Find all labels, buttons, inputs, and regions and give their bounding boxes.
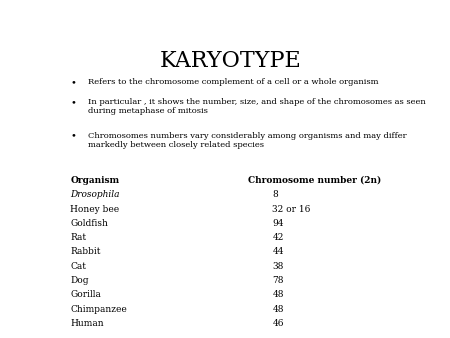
Text: •: •	[70, 132, 76, 141]
Text: Organism: Organism	[70, 176, 119, 185]
Text: Honey bee: Honey bee	[70, 204, 119, 214]
Text: 78: 78	[273, 276, 284, 285]
Text: 48: 48	[273, 305, 284, 314]
Text: 42: 42	[273, 233, 284, 242]
Text: Chimpanzee: Chimpanzee	[70, 305, 127, 314]
Text: Chromosomes numbers vary considerably among organisms and may differ
markedly be: Chromosomes numbers vary considerably am…	[88, 132, 406, 149]
Text: KARYOTYPE: KARYOTYPE	[160, 50, 302, 72]
Text: Dog: Dog	[70, 276, 89, 285]
Text: •: •	[70, 98, 76, 107]
Text: 44: 44	[273, 247, 284, 257]
Text: Chromosome number (2n): Chromosome number (2n)	[248, 176, 381, 185]
Text: Rabbit: Rabbit	[70, 247, 101, 257]
Text: 48: 48	[273, 290, 284, 299]
Text: 38: 38	[273, 262, 284, 271]
Text: 8: 8	[273, 190, 278, 199]
Text: •: •	[70, 78, 76, 87]
Text: 32 or 16: 32 or 16	[273, 204, 311, 214]
Text: 46: 46	[273, 319, 284, 328]
Text: Rat: Rat	[70, 233, 86, 242]
Text: Drosophila: Drosophila	[70, 190, 120, 199]
Text: 94: 94	[273, 219, 284, 228]
Text: In particular , it shows the number, size, and shape of the chromosomes as seen
: In particular , it shows the number, siz…	[88, 98, 425, 115]
Text: Goldfish: Goldfish	[70, 219, 108, 228]
Text: Human: Human	[70, 319, 104, 328]
Text: Refers to the chromosome complement of a cell or a whole organism: Refers to the chromosome complement of a…	[88, 78, 378, 86]
Text: Cat: Cat	[70, 262, 86, 271]
Text: Gorilla: Gorilla	[70, 290, 101, 299]
